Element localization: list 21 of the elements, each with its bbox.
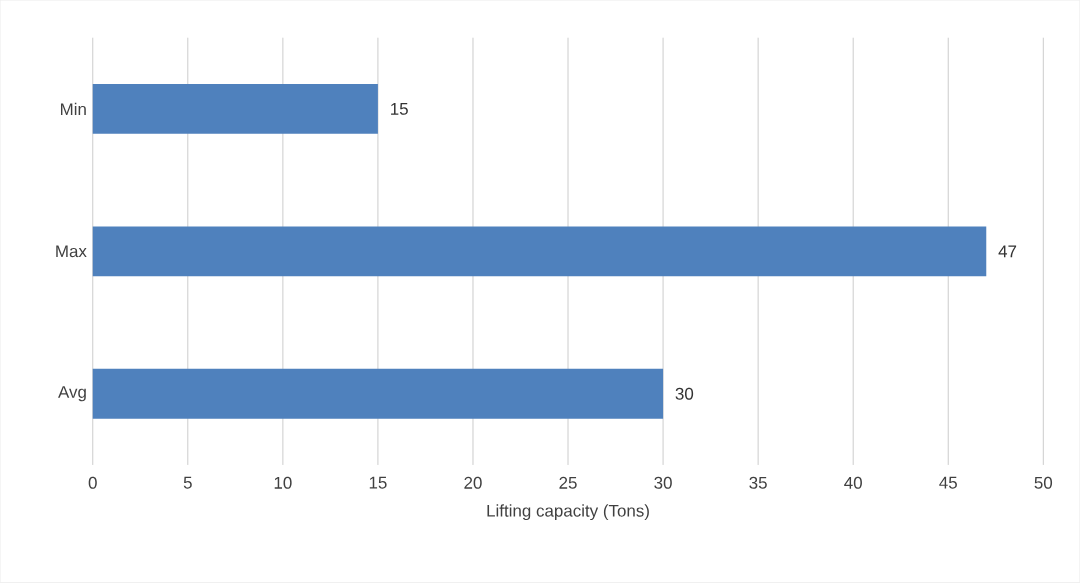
x-tick-label: 30 <box>654 476 672 489</box>
x-tick-label: 10 <box>274 476 292 489</box>
data-label: 15 <box>391 103 408 115</box>
x-tick-label: 35 <box>749 476 767 489</box>
x-tick-label: 20 <box>464 476 482 489</box>
x-tick-label: 0 <box>88 476 97 489</box>
x-axis-title: Lifting capacity (Tons) <box>487 504 649 521</box>
bar <box>92 226 987 277</box>
bar <box>92 368 664 419</box>
x-tick-label: 15 <box>369 476 387 489</box>
data-label: 30 <box>675 387 694 400</box>
data-label: 47 <box>998 245 1017 258</box>
y-tick-label: Max <box>56 245 87 258</box>
bar <box>92 84 378 134</box>
x-tick-label: 5 <box>183 476 192 489</box>
x-tick-label: 25 <box>559 476 577 489</box>
x-tick-label: 40 <box>844 476 862 489</box>
x-tick-label: 45 <box>939 476 957 489</box>
y-tick-label: Avg <box>58 386 86 402</box>
x-tick-label: 50 <box>1034 476 1053 489</box>
y-tick-label: Min <box>60 102 86 116</box>
